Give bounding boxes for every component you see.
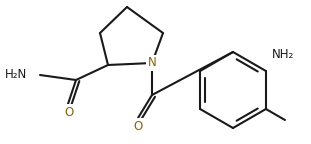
Text: O: O [64, 106, 74, 119]
Text: NH₂: NH₂ [272, 49, 294, 61]
Text: N: N [148, 56, 156, 70]
Text: O: O [133, 120, 143, 132]
Text: H₂N: H₂N [5, 68, 27, 80]
